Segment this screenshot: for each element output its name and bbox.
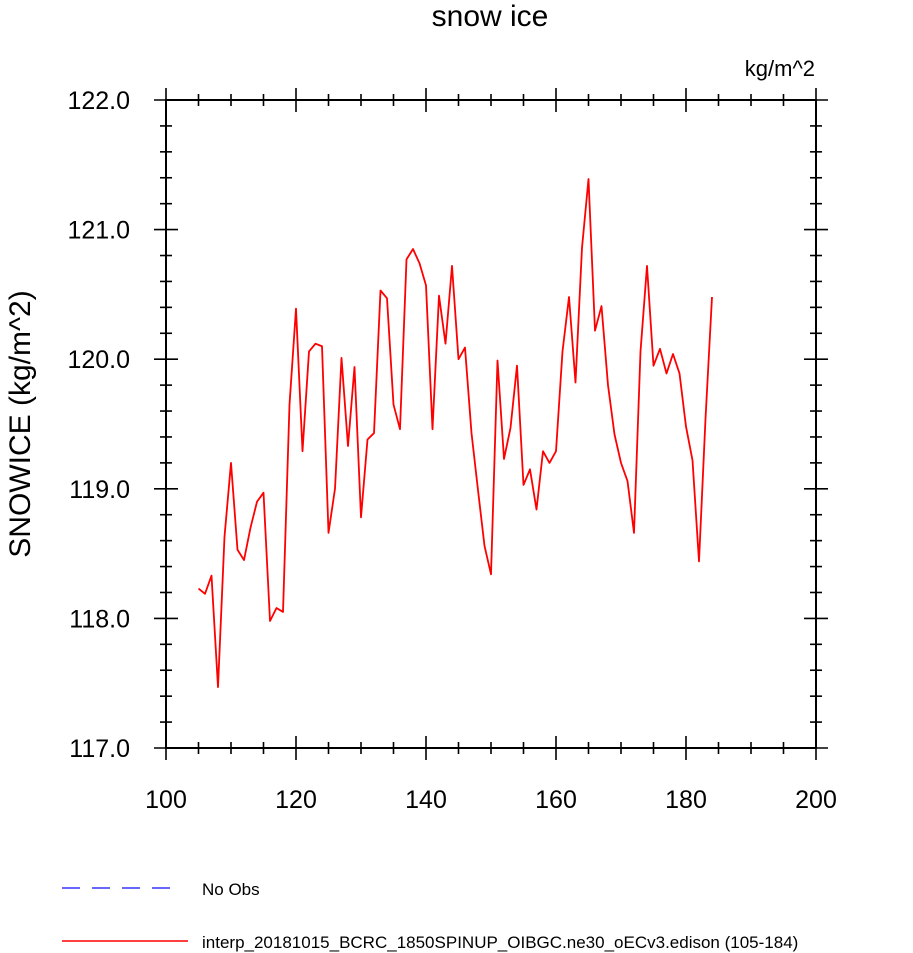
- legend: No Obs interp_20181015_BCRC_1850SPINUP_O…: [62, 880, 798, 952]
- series-layer: [197, 178, 713, 688]
- axis-ticks: [154, 88, 828, 760]
- y-tick-label: 118.0: [69, 605, 130, 633]
- x-tick-label: 200: [795, 786, 837, 814]
- x-tick-label: 100: [145, 786, 187, 814]
- y-tick-label: 119.0: [69, 476, 130, 504]
- tick-labels: 100 120 140 160 180 200 117.0 118.0 119.0 120.0 12…: [67, 87, 836, 814]
- units-label: kg/m^2: [745, 56, 815, 81]
- y-tick-label: 122.0: [67, 87, 130, 115]
- legend-label-model: interp_20181015_BCRC_1850SPINUP_OIBGC.ne…: [202, 933, 798, 952]
- series-line-1: [197, 178, 713, 688]
- x-tick-label: 120: [275, 786, 317, 814]
- y-axis-label: SNOWICE (kg/m^2): [4, 290, 37, 557]
- x-tick-label: 160: [535, 786, 577, 814]
- y-tick-label: 117.0: [69, 735, 130, 763]
- legend-label-no-obs: No Obs: [202, 880, 260, 899]
- y-tick-label: 120.0: [67, 346, 130, 374]
- x-tick-label: 180: [665, 786, 707, 814]
- chart-title: snow ice: [432, 0, 549, 33]
- y-tick-label: 121.0: [67, 217, 130, 245]
- x-tick-label: 140: [405, 786, 447, 814]
- plot-frame: [165, 99, 817, 749]
